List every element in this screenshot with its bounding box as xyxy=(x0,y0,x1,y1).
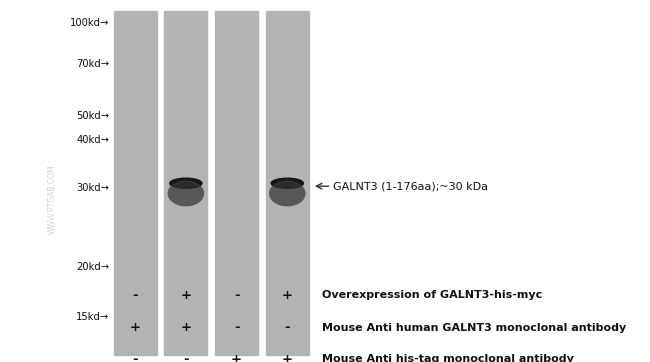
Text: +: + xyxy=(282,289,293,302)
Text: -: - xyxy=(183,353,188,362)
Text: +: + xyxy=(282,353,293,362)
Text: -: - xyxy=(133,353,138,362)
Bar xyxy=(164,11,207,355)
Text: -: - xyxy=(234,289,239,302)
Bar xyxy=(266,11,309,355)
Text: +: + xyxy=(130,321,140,334)
Text: WWW.PTGAB.COM: WWW.PTGAB.COM xyxy=(47,164,57,234)
Text: Overexpression of GALNT3-his-myc: Overexpression of GALNT3-his-myc xyxy=(322,290,542,300)
Text: GALNT3 (1-176aa);~30 kDa: GALNT3 (1-176aa);~30 kDa xyxy=(333,181,488,191)
Ellipse shape xyxy=(168,181,203,206)
Bar xyxy=(215,11,258,355)
Ellipse shape xyxy=(270,181,305,206)
Text: +: + xyxy=(181,289,191,302)
Text: 100kd→: 100kd→ xyxy=(70,18,109,28)
Text: Mouse Anti human GALNT3 monoclonal antibody: Mouse Anti human GALNT3 monoclonal antib… xyxy=(322,323,626,333)
Text: 15kd→: 15kd→ xyxy=(76,312,109,322)
Text: 50kd→: 50kd→ xyxy=(76,111,109,121)
Text: 70kd→: 70kd→ xyxy=(76,59,109,69)
Text: 40kd→: 40kd→ xyxy=(76,135,109,145)
Bar xyxy=(114,11,157,355)
Ellipse shape xyxy=(168,181,203,206)
Ellipse shape xyxy=(270,181,305,206)
Text: -: - xyxy=(234,321,239,334)
Text: 20kd→: 20kd→ xyxy=(76,262,109,272)
Text: 30kd→: 30kd→ xyxy=(76,183,109,193)
Ellipse shape xyxy=(170,178,202,188)
Ellipse shape xyxy=(271,178,304,188)
Text: +: + xyxy=(181,321,191,334)
Text: -: - xyxy=(285,321,290,334)
Text: +: + xyxy=(231,353,242,362)
Text: Mouse Anti his-tag monoclonal antibody: Mouse Anti his-tag monoclonal antibody xyxy=(322,354,573,362)
Text: -: - xyxy=(133,289,138,302)
